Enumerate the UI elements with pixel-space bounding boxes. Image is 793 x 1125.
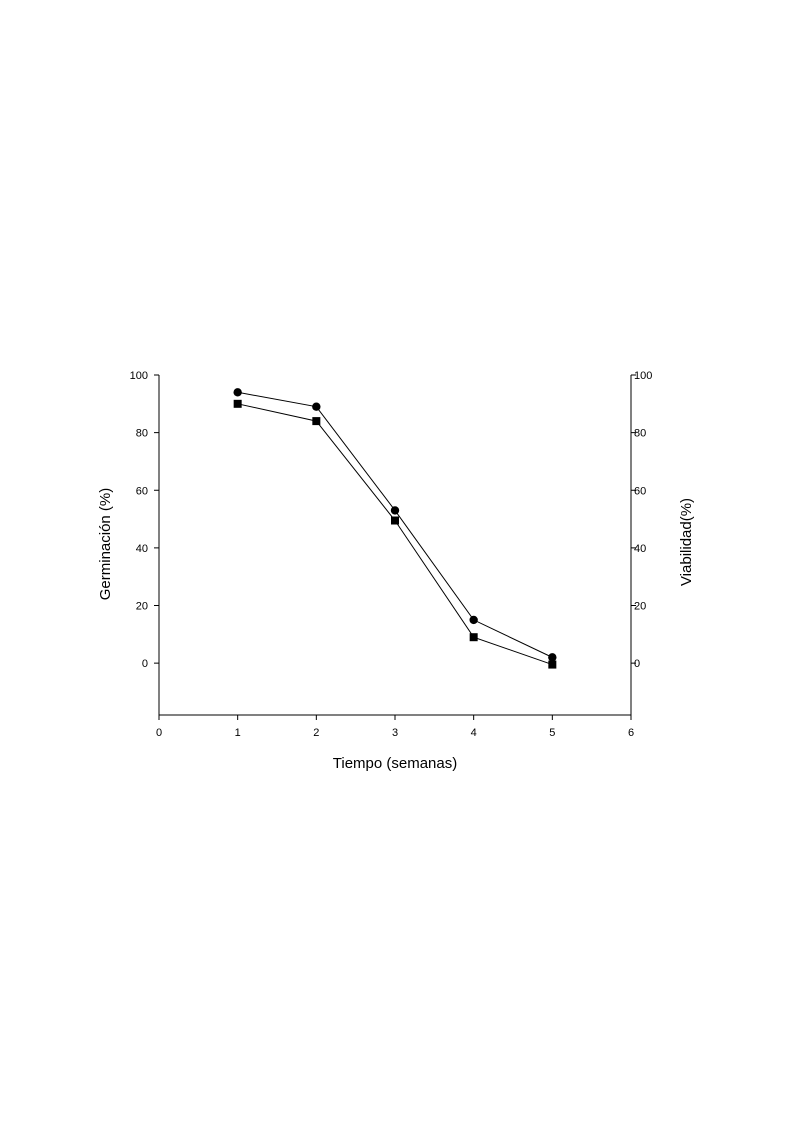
x-tick-label: 4 [471, 727, 477, 739]
y2-tick-label: 0 [634, 658, 640, 670]
x-tick-label: 0 [156, 727, 162, 739]
x-tick-label: 6 [628, 727, 634, 739]
data-point [548, 653, 557, 662]
y-tick-label: 60 [136, 485, 148, 497]
data-point [469, 633, 478, 642]
y2-tick-label: 40 [634, 543, 646, 555]
y2-tick-label: 20 [634, 601, 646, 613]
y-tick-label: 20 [136, 601, 148, 613]
y-tick-label: 80 [136, 428, 148, 440]
series [233, 388, 557, 669]
data-point [391, 516, 399, 525]
x-tick-label: 1 [235, 727, 241, 739]
x-tick-label: 5 [549, 727, 555, 739]
data-point [312, 402, 321, 411]
data-point [469, 615, 478, 625]
y-tick-label: 0 [142, 658, 148, 670]
x-axis-title: Tiempo (semanas) [333, 755, 457, 772]
y-axis-title: Germinación (%) [97, 488, 114, 601]
data-point [233, 399, 242, 408]
series-line [237, 403, 553, 666]
series-line [237, 391, 553, 658]
data-point [390, 506, 400, 515]
y-tick-label: 40 [136, 543, 148, 555]
data-point [233, 388, 242, 397]
x-tick-label: 2 [313, 727, 319, 739]
x-tick-label: 3 [392, 727, 398, 739]
y-tick-label: 100 [130, 370, 148, 382]
data-point [312, 417, 321, 426]
y2-tick-label: 100 [634, 370, 652, 382]
axes [158, 375, 632, 716]
series-1 [233, 388, 557, 662]
data-point [548, 660, 557, 669]
series-2 [233, 399, 557, 669]
y2-tick-label: 60 [634, 485, 646, 497]
y2-tick-label: 80 [634, 428, 646, 440]
y2-axis-title: Viabilidad(%) [678, 498, 695, 586]
